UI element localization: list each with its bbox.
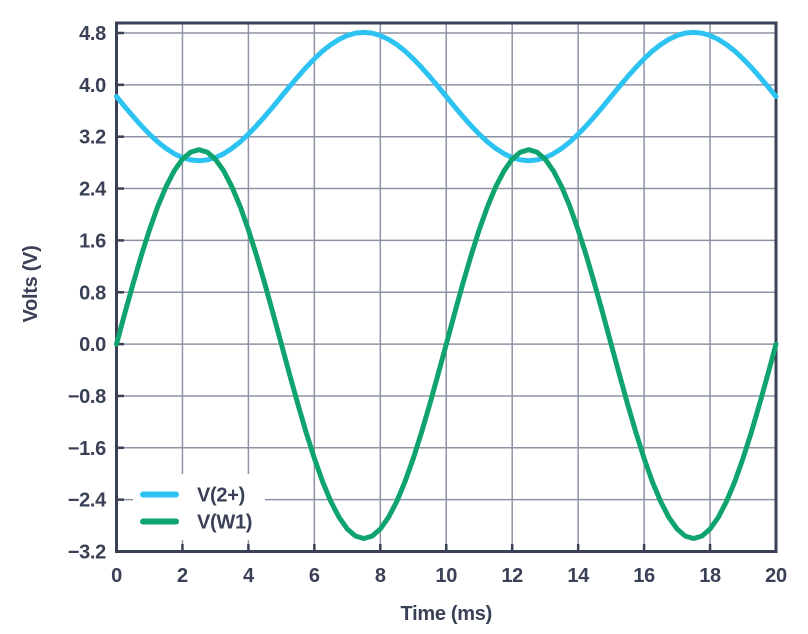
y-tick-label: 1.6 (79, 230, 106, 252)
x-tick-label: 12 (501, 565, 523, 587)
y-tick-label: −2.4 (68, 490, 107, 512)
y-tick-label: −0.8 (68, 386, 106, 408)
y-tick-label: 3.2 (79, 127, 106, 149)
x-tick-label: 10 (435, 565, 457, 587)
legend-label-vw1: V(W1) (197, 512, 252, 534)
x-tick-label: 4 (243, 565, 255, 587)
x-tick-label: 14 (567, 565, 590, 587)
legend-label-v2plus: V(2+) (197, 485, 245, 507)
series-line-vw1 (114, 147, 779, 541)
x-tick-label: 0 (111, 565, 122, 587)
y-tick-label: −1.6 (68, 438, 106, 460)
x-tick-label: 8 (375, 565, 386, 587)
series-line-v2plus (114, 29, 779, 164)
y-tick-label: 0.0 (79, 334, 106, 356)
x-tick-label: 20 (765, 565, 787, 587)
y-tick-label: 4.0 (79, 75, 106, 97)
x-tick-label: 2 (177, 565, 188, 587)
y-axis-title: Volts (V) (20, 246, 42, 323)
y-tick-label: 2.4 (79, 179, 107, 201)
y-tick-label: −3.2 (68, 542, 106, 564)
y-tick-label: 4.8 (79, 23, 106, 45)
x-axis-title: Time (ms) (401, 603, 492, 625)
x-tick-label: 6 (309, 565, 320, 587)
plot-frame (115, 21, 778, 553)
x-tick-label: 18 (699, 565, 721, 587)
y-tick-label: 0.8 (79, 282, 106, 304)
legend-background (133, 474, 265, 540)
x-tick-label: 16 (633, 565, 655, 587)
